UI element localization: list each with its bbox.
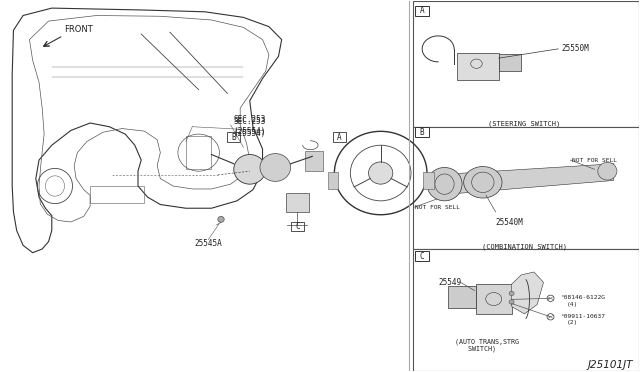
Ellipse shape <box>598 162 617 180</box>
Text: J25101JT: J25101JT <box>588 360 633 370</box>
Text: °09911-10637: °09911-10637 <box>560 314 605 319</box>
Text: 25545A: 25545A <box>195 239 222 248</box>
Bar <box>227 132 240 142</box>
Text: °08146-6122G: °08146-6122G <box>560 295 605 301</box>
Polygon shape <box>511 272 543 314</box>
Text: (25554): (25554) <box>234 129 266 138</box>
Bar <box>333 132 346 142</box>
Bar <box>285 193 308 212</box>
Ellipse shape <box>260 154 291 182</box>
Bar <box>413 128 639 249</box>
Bar <box>499 54 521 71</box>
Text: B: B <box>232 132 236 142</box>
Text: 25549: 25549 <box>438 278 461 287</box>
Polygon shape <box>435 164 614 195</box>
Text: SEC.253
(25554): SEC.253 (25554) <box>234 117 266 137</box>
Bar <box>415 251 429 261</box>
Ellipse shape <box>218 217 224 222</box>
Text: C: C <box>295 222 300 231</box>
Ellipse shape <box>509 291 514 296</box>
Bar <box>186 136 211 169</box>
Bar <box>424 172 434 189</box>
Bar <box>415 128 429 137</box>
Text: A: A <box>337 132 342 142</box>
Bar <box>415 6 429 16</box>
Text: (STEERING SWITCH): (STEERING SWITCH) <box>488 121 561 127</box>
Bar <box>458 52 499 80</box>
Text: (COMBINATION SWITCH): (COMBINATION SWITCH) <box>482 243 567 250</box>
Text: 25550M: 25550M <box>561 44 589 53</box>
Text: NOT FOR SELL: NOT FOR SELL <box>415 205 460 210</box>
Bar <box>476 284 511 314</box>
Bar <box>413 1 639 128</box>
Ellipse shape <box>464 167 502 198</box>
Ellipse shape <box>234 154 266 184</box>
Text: (2): (2) <box>566 320 578 325</box>
Ellipse shape <box>427 167 462 201</box>
Bar <box>90 186 145 203</box>
Text: 25540M: 25540M <box>495 218 524 227</box>
Text: A: A <box>420 6 424 15</box>
Text: B: B <box>420 128 424 137</box>
Text: SWITCH): SWITCH) <box>461 345 497 352</box>
Bar <box>448 286 476 308</box>
Bar <box>305 151 323 171</box>
Ellipse shape <box>509 300 514 304</box>
Bar <box>291 222 304 231</box>
Ellipse shape <box>369 162 393 184</box>
Text: NOT FOR SELL: NOT FOR SELL <box>572 158 617 163</box>
Bar <box>413 249 639 371</box>
Text: C: C <box>420 251 424 260</box>
Text: (4): (4) <box>566 302 578 307</box>
Text: FRONT: FRONT <box>65 25 93 34</box>
Text: SEC.253: SEC.253 <box>234 115 266 124</box>
Bar <box>328 172 338 189</box>
Text: (AUTO TRANS,STRG: (AUTO TRANS,STRG <box>456 339 520 345</box>
